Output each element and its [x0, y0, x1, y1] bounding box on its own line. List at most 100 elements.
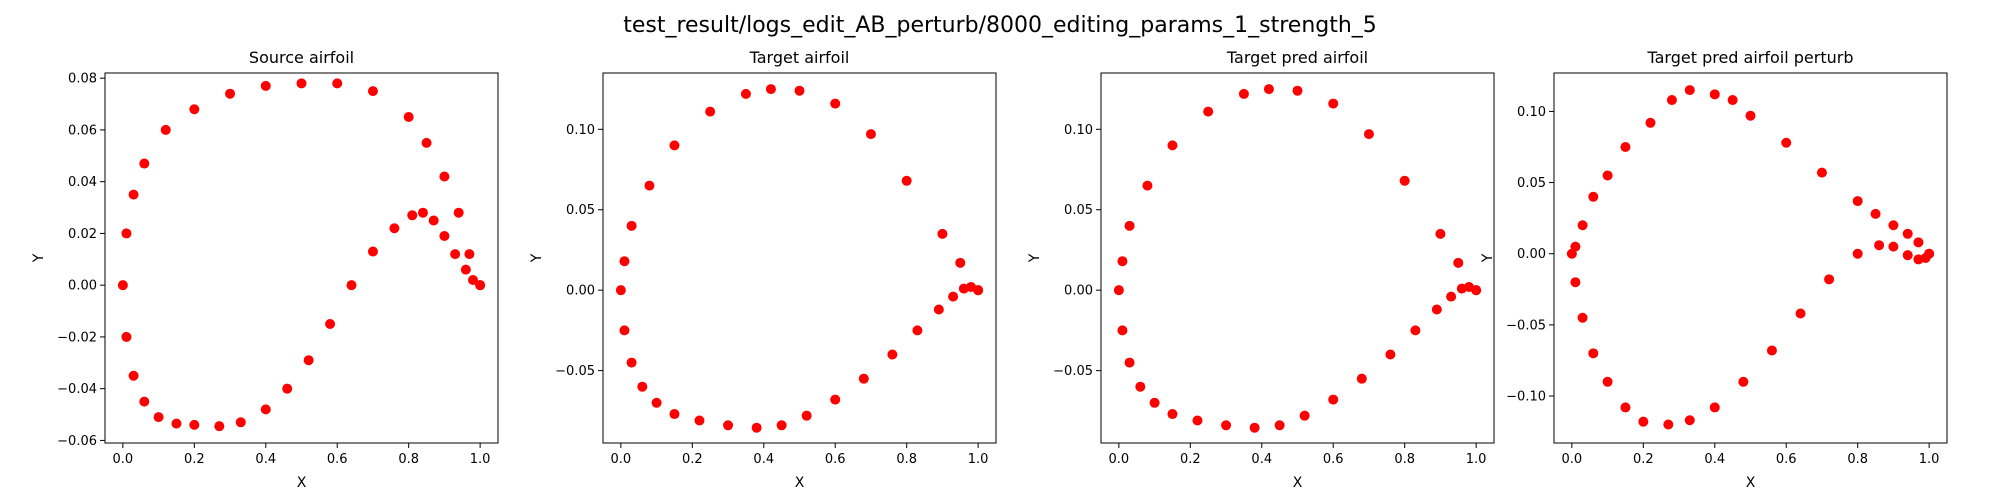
- data-point: [1709, 402, 1720, 413]
- data-point: [428, 215, 439, 226]
- x-tick-label: 0.0: [1109, 452, 1130, 467]
- data-point: [1149, 397, 1160, 408]
- data-point: [776, 420, 787, 431]
- x-tick-label: 0.2: [184, 452, 205, 467]
- subplot-2: Target airfoil X Y 0.0 0.2 0.4 0.6 0.8 1.0 −0.…: [529, 48, 997, 491]
- data-point: [830, 98, 841, 109]
- data-point: [1824, 274, 1835, 285]
- y-tick-label: 0.00: [1517, 247, 1546, 262]
- data-point: [1874, 240, 1885, 251]
- data-point: [475, 280, 486, 291]
- data-point: [669, 140, 680, 151]
- x-tick-label: 0.2: [1633, 452, 1654, 467]
- y-tick-label: −0.10: [1506, 390, 1546, 405]
- data-point: [1888, 241, 1899, 252]
- data-point: [214, 421, 225, 432]
- data-point: [1410, 325, 1421, 336]
- data-point: [1471, 285, 1482, 296]
- data-point: [367, 86, 378, 97]
- y-tick-label: 0.08: [68, 72, 97, 87]
- x-tick-label: 0.4: [753, 452, 774, 467]
- data-point: [937, 228, 948, 239]
- axes-frame: [1100, 72, 1495, 444]
- y-tick-label: −0.02: [57, 330, 97, 345]
- data-point: [260, 404, 271, 415]
- data-point: [417, 207, 428, 218]
- data-point: [1299, 410, 1310, 421]
- y-tick-label: 0.02: [68, 227, 97, 242]
- data-point: [1124, 220, 1135, 231]
- data-point: [407, 210, 418, 221]
- data-point: [751, 422, 762, 433]
- y-tick-label: 0.05: [1517, 176, 1546, 191]
- data-point: [1709, 89, 1720, 100]
- scatter-series: [615, 84, 984, 433]
- tick-group: 0.0 0.2 0.4 0.6 0.8 1.0 −0.05 0.00 0.05 0.10: [555, 123, 988, 467]
- y-tick-label: 0.04: [68, 175, 97, 190]
- data-point: [1142, 180, 1153, 191]
- data-point: [1135, 381, 1146, 392]
- data-point: [171, 418, 182, 429]
- x-tick-label: 0.4: [1704, 452, 1725, 467]
- data-point: [901, 175, 912, 186]
- data-point: [1684, 85, 1695, 96]
- tick-group: 0.0 0.2 0.4 0.6 0.8 1.0 −0.05 0.00 0.05 0.10: [1053, 123, 1486, 467]
- data-point: [235, 417, 246, 428]
- y-axis-label: Y: [31, 253, 47, 263]
- data-point: [453, 207, 464, 218]
- x-tick-label: 0.4: [255, 452, 276, 467]
- data-point: [1117, 256, 1128, 267]
- data-point: [794, 85, 805, 96]
- data-point: [1645, 117, 1656, 128]
- x-tick-label: 0.6: [1776, 452, 1797, 467]
- data-point: [346, 280, 357, 291]
- data-point: [1588, 191, 1599, 202]
- x-tick-label: 0.2: [682, 452, 703, 467]
- data-point: [160, 124, 171, 135]
- y-tick-label: −0.05: [555, 364, 595, 379]
- data-point: [626, 357, 637, 368]
- data-point: [1638, 416, 1649, 427]
- tick-group: 0.0 0.2 0.4 0.6 0.8 1.0 −0.10 −0.05 0.00 0.05 0.10: [1506, 105, 1939, 467]
- data-point: [139, 158, 150, 169]
- data-point: [1249, 422, 1260, 433]
- x-tick-label: 0.8: [398, 452, 419, 467]
- data-point: [830, 394, 841, 405]
- y-tick-label: 0.00: [566, 284, 595, 299]
- data-point: [467, 274, 478, 285]
- data-point: [1221, 420, 1232, 431]
- x-tick-label: 0.4: [1251, 452, 1272, 467]
- data-point: [1328, 394, 1339, 405]
- x-axis-label: X: [297, 475, 307, 491]
- scatter-series: [1113, 84, 1482, 433]
- data-point: [1203, 106, 1214, 117]
- axes-frame: [602, 72, 997, 444]
- subplot-1: Source airfoil X Y 0.0 0.2 0.4 0.6 0.8 1.0 −0.…: [31, 48, 499, 491]
- data-point: [1745, 110, 1756, 121]
- data-point: [1117, 325, 1128, 336]
- data-point: [439, 231, 450, 242]
- data-point: [189, 104, 200, 115]
- y-tick-label: −0.05: [1506, 318, 1546, 333]
- data-point: [421, 137, 432, 148]
- data-point: [865, 129, 876, 140]
- data-point: [1620, 402, 1631, 413]
- data-point: [1620, 142, 1631, 152]
- data-point: [325, 318, 336, 329]
- axes-frame: [1553, 72, 1948, 444]
- data-point: [1663, 419, 1674, 430]
- y-tick-label: 0.06: [68, 123, 97, 138]
- data-point: [1924, 248, 1935, 259]
- x-tick-label: 0.6: [1323, 452, 1344, 467]
- x-tick-label: 0.8: [896, 452, 917, 467]
- data-point: [1913, 237, 1924, 248]
- y-axis-label: Y: [529, 253, 545, 263]
- data-point: [450, 249, 461, 260]
- y-tick-label: 0.05: [566, 203, 595, 218]
- data-point: [1602, 170, 1613, 181]
- data-point: [1766, 345, 1777, 356]
- data-point: [1356, 373, 1367, 384]
- y-tick-label: 0.05: [1064, 203, 1093, 218]
